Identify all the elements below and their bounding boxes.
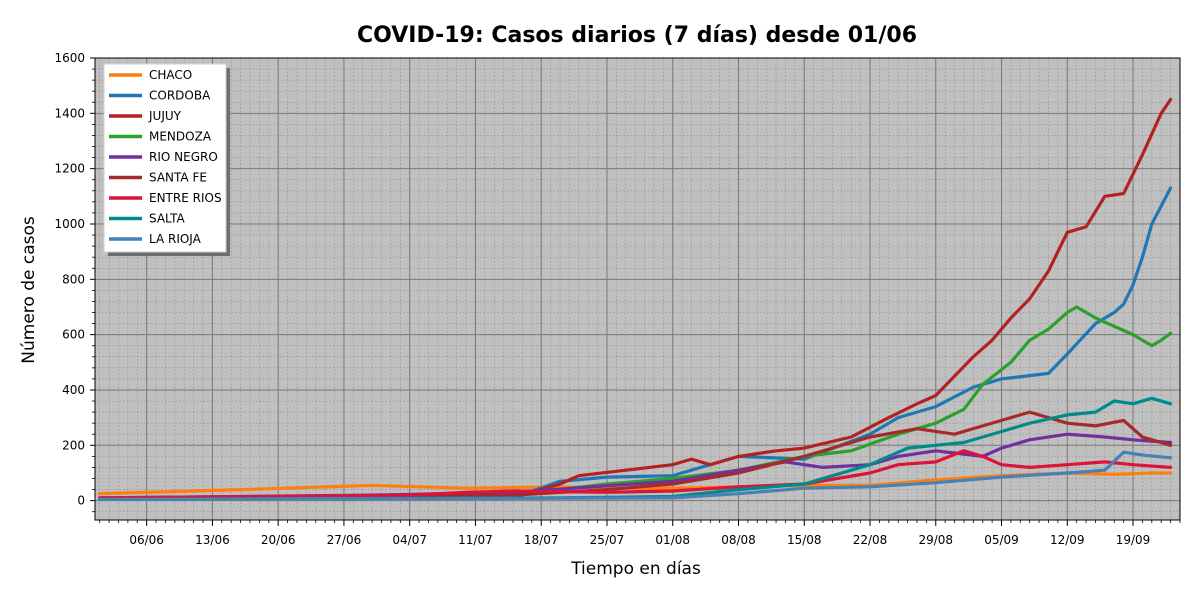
x-tick-label: 04/07 [392,533,427,547]
legend-label: SALTA [149,212,185,226]
x-tick-label: 29/08 [918,533,953,547]
y-tick-label: 0 [77,494,85,508]
x-tick-label: 22/08 [853,533,888,547]
plot-background [95,58,1180,520]
y-tick-label: 1600 [54,51,85,65]
y-tick-label: 1000 [54,217,85,231]
x-tick-label: 08/08 [721,533,756,547]
x-tick-label: 12/09 [1050,533,1085,547]
x-tick-label: 13/06 [195,533,230,547]
series-line-santa-fe [98,410,1173,501]
y-tick-label: 600 [62,328,85,342]
y-tick-label: 200 [62,438,85,452]
y-tick-label: 1400 [54,106,85,120]
series-line-entre-rios [98,449,1173,500]
x-tick-label: 25/07 [590,533,625,547]
legend-label: MENDOZA [149,130,212,144]
chart-title: COVID-19: Casos diarios (7 días) desde 0… [357,23,917,48]
y-tick-label: 400 [62,383,85,397]
series-line-rio-negro [98,432,1173,500]
x-axis-label: Tiempo en días [570,559,701,579]
legend-label: SANTA FE [149,171,207,185]
x-tick-label: 15/08 [787,533,822,547]
legend-label: RIO NEGRO [149,150,218,164]
plot-frame [94,57,1181,521]
x-tick-label: 01/08 [655,533,690,547]
legend-label: CHACO [149,68,192,82]
series-line-salta [98,396,1173,501]
x-tick-label: 05/09 [984,533,1019,547]
legend-label: ENTRE RIOS [149,191,222,205]
legend-label: LA RIOJA [149,232,202,246]
x-tick-label: 18/07 [524,533,559,547]
x-tick-label: 20/06 [261,533,296,547]
y-tick-label: 1200 [54,162,85,176]
series-line-cordoba [98,186,1173,501]
x-tick-label: 19/09 [1116,533,1151,547]
series-line-jujuy [98,97,1173,501]
y-tick-label: 800 [62,272,85,286]
x-tick-label: 06/06 [129,533,164,547]
y-axis-label: Número de casos [19,216,39,364]
series-line-la-rioja [98,450,1173,501]
x-tick-label: 27/06 [327,533,362,547]
legend-label: CORDOBA [149,89,211,103]
plot-area: 0 200 400 600 800 1000 1200 1400 1600 06/06 13/06 2… [54,51,1181,547]
legend-label: JUJUY [148,109,182,123]
x-tick-label: 11/07 [458,533,493,547]
